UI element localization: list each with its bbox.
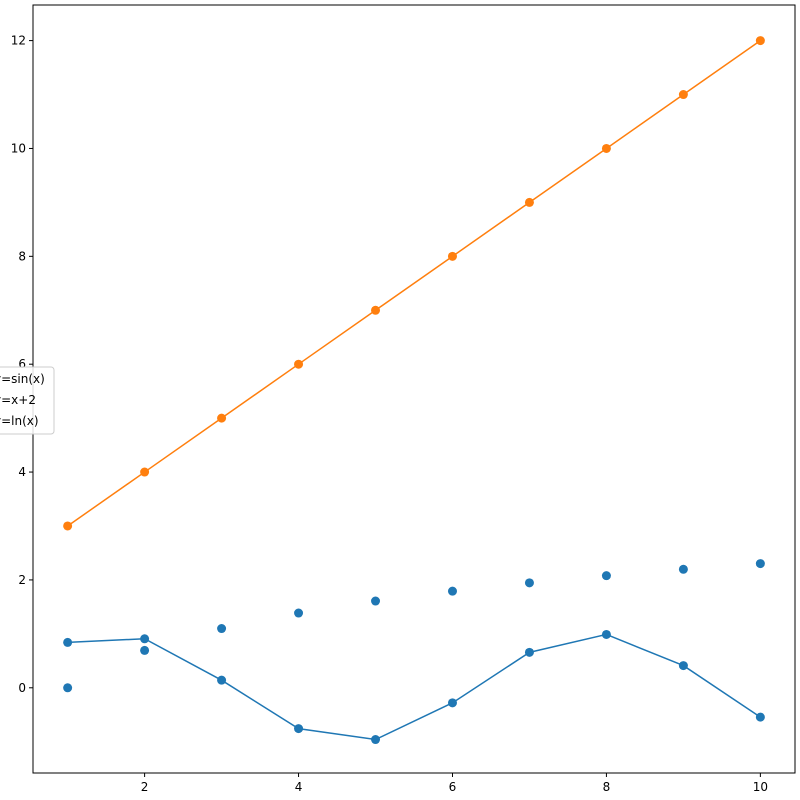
series-0-line (67, 633, 761, 741)
series-2-point (678, 564, 688, 574)
series-0-point (678, 661, 688, 671)
series-1-point (63, 521, 73, 531)
legend-label: y=sin(x) (0, 372, 45, 386)
x-tick-label: 10 (753, 780, 768, 794)
y-tick-label: 10 (11, 141, 26, 155)
series-1-line (67, 39, 761, 527)
series-0-point (601, 629, 611, 639)
series-1-point (447, 251, 457, 261)
series-1-point (371, 305, 381, 315)
series-layer (63, 36, 765, 745)
series-1-point (678, 90, 688, 100)
series-0-point (63, 637, 73, 647)
series-1-point (294, 359, 304, 369)
series-1-point (140, 467, 150, 477)
x-tick-label: 2 (141, 780, 149, 794)
series-0-point (755, 712, 765, 722)
legend-label: y=ln(x) (0, 414, 39, 428)
series-2-point (371, 596, 381, 606)
y-tick-label: 12 (11, 34, 26, 48)
legend: y=sin(x) y=x+2 y=ln(x) (0, 366, 55, 435)
series-2-point (63, 683, 73, 693)
series-2-point (601, 571, 611, 581)
series-1-point (524, 197, 534, 207)
series-0-point (524, 647, 534, 657)
legend-label: y=x+2 (0, 393, 36, 407)
series-2-point (217, 624, 227, 634)
x-tick-label: 6 (449, 780, 457, 794)
series-2-point (294, 608, 304, 618)
x-axis-ticks: 2 4 6 8 10 (141, 773, 768, 794)
series-2-point (755, 559, 765, 569)
y-tick-label: 6 (18, 357, 26, 371)
axes-frame (32, 4, 796, 774)
y-tick-label: 8 (18, 249, 26, 263)
series-0-point (294, 724, 304, 734)
x-tick-label: 4 (295, 780, 303, 794)
series-1-point (601, 143, 611, 153)
x-tick-label: 8 (603, 780, 611, 794)
y-tick-label: 2 (18, 573, 26, 587)
series-0-point (217, 675, 227, 685)
legend-box (0, 366, 55, 435)
series-0-point (140, 634, 150, 644)
series-2 (63, 559, 765, 693)
series-0 (63, 629, 765, 745)
series-0-point (371, 735, 381, 745)
y-tick-label: 0 (18, 681, 26, 695)
series-1 (63, 36, 765, 531)
series-1-point (755, 36, 765, 46)
y-axis-ticks: 0 2 4 6 8 10 12 (11, 34, 33, 695)
series-2-point (140, 645, 150, 655)
series-1-point (217, 413, 227, 423)
series-0-point (447, 698, 457, 708)
y-tick-label: 4 (18, 465, 26, 479)
series-2-point (447, 586, 457, 596)
series-2-point (524, 578, 534, 588)
